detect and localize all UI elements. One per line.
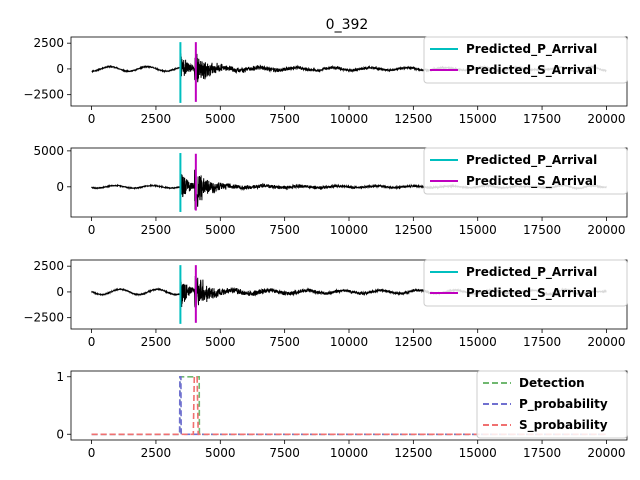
probabilities-xtick-label: 17500 [523, 446, 561, 460]
waveform-3-legend: Predicted_P_Arrival Predicted_S_Arrival [423, 259, 628, 307]
probabilities-xtick-label: 7500 [269, 446, 300, 460]
probabilities-ytick-label: 1 [56, 370, 64, 384]
waveform-1-xtick-label: 5000 [205, 112, 236, 126]
waveform-1-xtick-label: 12500 [394, 112, 432, 126]
waveform-3-xtick-label: 0 [88, 335, 96, 349]
waveform-3-ytick-label: 0 [56, 285, 64, 299]
waveform-1-panel: 0 2500 5000 7500 10000 12500 15000 17500 20000 −2… [23, 36, 628, 126]
probabilities-legend-label: P_probability [519, 397, 608, 412]
waveform-2-legend-label: Predicted_S_Arrival [466, 174, 597, 189]
probabilities-legend-label: S_probability [519, 418, 608, 433]
waveform-2-legend-box [423, 147, 628, 195]
waveform-1-legend-label: Predicted_P_Arrival [466, 42, 597, 57]
waveform-1-legend-label: Predicted_S_Arrival [466, 63, 597, 78]
waveform-2-xtick-label: 2500 [141, 223, 172, 237]
waveform-3-ytick-label: 2500 [33, 259, 64, 273]
waveform-3-xtick-label: 7500 [269, 335, 300, 349]
waveform-2-legend-label: Predicted_P_Arrival [466, 153, 597, 168]
waveform-2-ytick-label: 0 [56, 180, 64, 194]
waveform-2-legend: Predicted_P_Arrival Predicted_S_Arrival [423, 147, 628, 195]
probabilities-legend: Detection P_probability S_probability [476, 370, 628, 439]
waveform-3-xtick-label: 10000 [330, 335, 368, 349]
probabilities-panel: 0 2500 5000 7500 10000 12500 15000 17500 20000 0 1… [56, 370, 628, 460]
waveform-3-legend-label: Predicted_P_Arrival [466, 265, 597, 280]
waveform-1-xtick-label: 0 [88, 112, 96, 126]
probabilities-xtick-label: 10000 [330, 446, 368, 460]
probabilities-xtick-label: 20000 [587, 446, 625, 460]
waveform-3-legend-box [423, 259, 628, 307]
waveform-2-xtick-label: 7500 [269, 223, 300, 237]
waveform-1-xtick-label: 7500 [269, 112, 300, 126]
waveform-3-xtick-label: 2500 [141, 335, 172, 349]
panels: 0 2500 5000 7500 10000 12500 15000 17500 20000−2… [23, 36, 628, 460]
waveform-1-xtick-label: 15000 [459, 112, 497, 126]
waveform-1-xtick-label: 20000 [587, 112, 625, 126]
probabilities-series-s-probability [91, 375, 607, 436]
waveform-1-legend-box [423, 36, 628, 84]
waveform-3-xtick-label: 20000 [587, 335, 625, 349]
probabilities-plot-area [91, 375, 607, 436]
waveform-2-xtick-label: 5000 [205, 223, 236, 237]
probabilities-legend-label: Detection [519, 376, 585, 390]
waveform-2-xtick-label: 10000 [330, 223, 368, 237]
waveform-3-xtick-label: 15000 [459, 335, 497, 349]
waveform-1-xtick-label: 2500 [141, 112, 172, 126]
waveform-2-xtick-label: 12500 [394, 223, 432, 237]
waveform-3-panel: 0 2500 5000 7500 10000 12500 15000 17500 20000 −2… [23, 259, 628, 349]
probabilities-xtick-label: 5000 [205, 446, 236, 460]
waveform-3-xtick-label: 12500 [394, 335, 432, 349]
probabilities-xtick-label: 12500 [394, 446, 432, 460]
waveform-3-ytick-label: −2500 [23, 311, 64, 325]
waveform-1-legend: Predicted_P_Arrival Predicted_S_Arrival [423, 36, 628, 84]
waveform-3-xtick-label: 5000 [205, 335, 236, 349]
probabilities-legend-box [476, 370, 628, 439]
waveform-2-xtick-label: 15000 [459, 223, 497, 237]
figure-title: 0_392 [326, 17, 369, 33]
waveform-1-ytick-label: −2500 [23, 88, 64, 102]
waveform-1-ytick-label: 2500 [33, 36, 64, 50]
probabilities-xtick-label: 2500 [141, 446, 172, 460]
waveform-2-xtick-label: 17500 [523, 223, 561, 237]
waveform-3-legend-label: Predicted_S_Arrival [466, 286, 597, 301]
waveform-1-xtick-label: 10000 [330, 112, 368, 126]
waveform-1-ytick-label: 0 [56, 62, 64, 76]
probabilities-xtick-label: 15000 [459, 446, 497, 460]
waveform-3-xtick-label: 17500 [523, 335, 561, 349]
waveform-2-panel: 0 2500 5000 7500 10000 12500 15000 17500 20000 0 5… [33, 144, 628, 237]
waveform-2-xtick-label: 0 [88, 223, 96, 237]
probabilities-xtick-label: 0 [88, 446, 96, 460]
waveform-1-xtick-label: 17500 [523, 112, 561, 126]
waveform-2-ytick-label: 5000 [33, 144, 64, 158]
probabilities-ytick-label: 0 [56, 427, 64, 441]
waveform-2-xtick-label: 20000 [587, 223, 625, 237]
